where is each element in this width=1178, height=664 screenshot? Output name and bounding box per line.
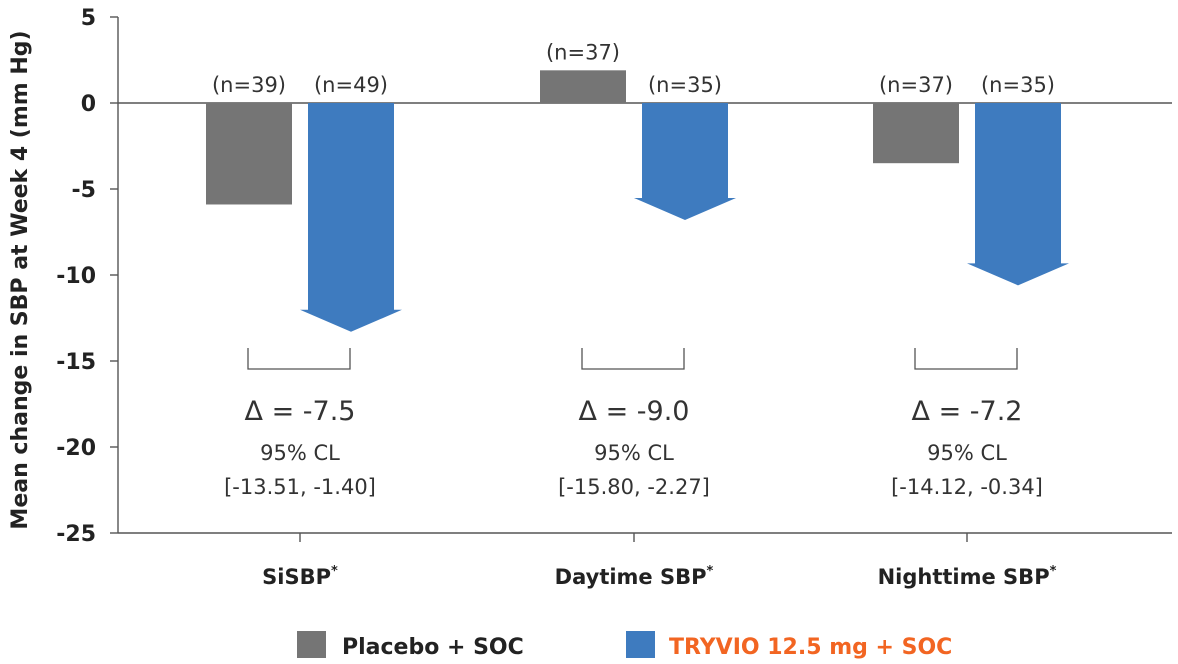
y-tick-label: -10 (56, 264, 96, 289)
y-tick-label: 0 (81, 92, 96, 117)
bar-placebo-0 (206, 103, 292, 205)
legend-swatch-tryvio (626, 631, 655, 658)
arrow-tryvio-1 (634, 103, 736, 220)
y-tick-label: -25 (56, 522, 96, 547)
cl-range: [-15.80, -2.27] (558, 475, 710, 499)
legend-label-placebo: Placebo + SOC (342, 635, 524, 660)
n-label-tryvio: (n=35) (648, 73, 722, 97)
arrow-tryvio-0 (300, 103, 402, 332)
arrow-tryvio-2 (967, 103, 1069, 286)
bar-placebo-2 (873, 103, 959, 164)
cl-label: 95% CL (927, 441, 1007, 465)
comparison-bracket (247, 348, 351, 370)
x-tick-label: SiSBP* (262, 564, 338, 589)
cl-label: 95% CL (260, 441, 340, 465)
n-label-placebo: (n=37) (879, 73, 953, 97)
y-tick-label: -15 (56, 350, 96, 375)
x-tick-label: Nighttime SBP* (878, 564, 1057, 589)
delta-label: Δ = -7.5 (245, 396, 356, 427)
y-tick-label: 5 (81, 6, 96, 31)
delta-label: Δ = -7.2 (912, 396, 1023, 427)
n-label-tryvio: (n=49) (314, 73, 388, 97)
chart-annotations: (n=39) (n=49) Δ = -7.5 95% CL [-13.51, -1.40… (212, 40, 1055, 499)
bar-placebo-1 (540, 70, 626, 103)
y-tick-label: -20 (56, 436, 96, 461)
chart-legend: Placebo + SOC TRYVIO 12.5 mg + SOC (297, 631, 952, 660)
legend-swatch-placebo (297, 631, 326, 658)
comparison-bracket (581, 348, 685, 370)
n-label-placebo: (n=37) (546, 40, 620, 64)
x-tick-label: Daytime SBP* (555, 564, 714, 589)
y-tick-label: -5 (72, 178, 96, 203)
y-axis-label: Mean change in SBP at Week 4 (mm Hg) (8, 30, 33, 529)
delta-label: Δ = -9.0 (579, 396, 690, 427)
chart-axes: 5 0 -5 -10 -15 -20 -25 Mean change in SBP at We… (8, 6, 1172, 589)
comparison-bracket (914, 348, 1018, 370)
legend-label-tryvio: TRYVIO 12.5 mg + SOC (669, 635, 952, 660)
chart-marks (206, 70, 1069, 332)
cl-label: 95% CL (594, 441, 674, 465)
n-label-placebo: (n=39) (212, 73, 286, 97)
cl-range: [-14.12, -0.34] (891, 475, 1043, 499)
n-label-tryvio: (n=35) (981, 73, 1055, 97)
cl-range: [-13.51, -1.40] (224, 475, 376, 499)
